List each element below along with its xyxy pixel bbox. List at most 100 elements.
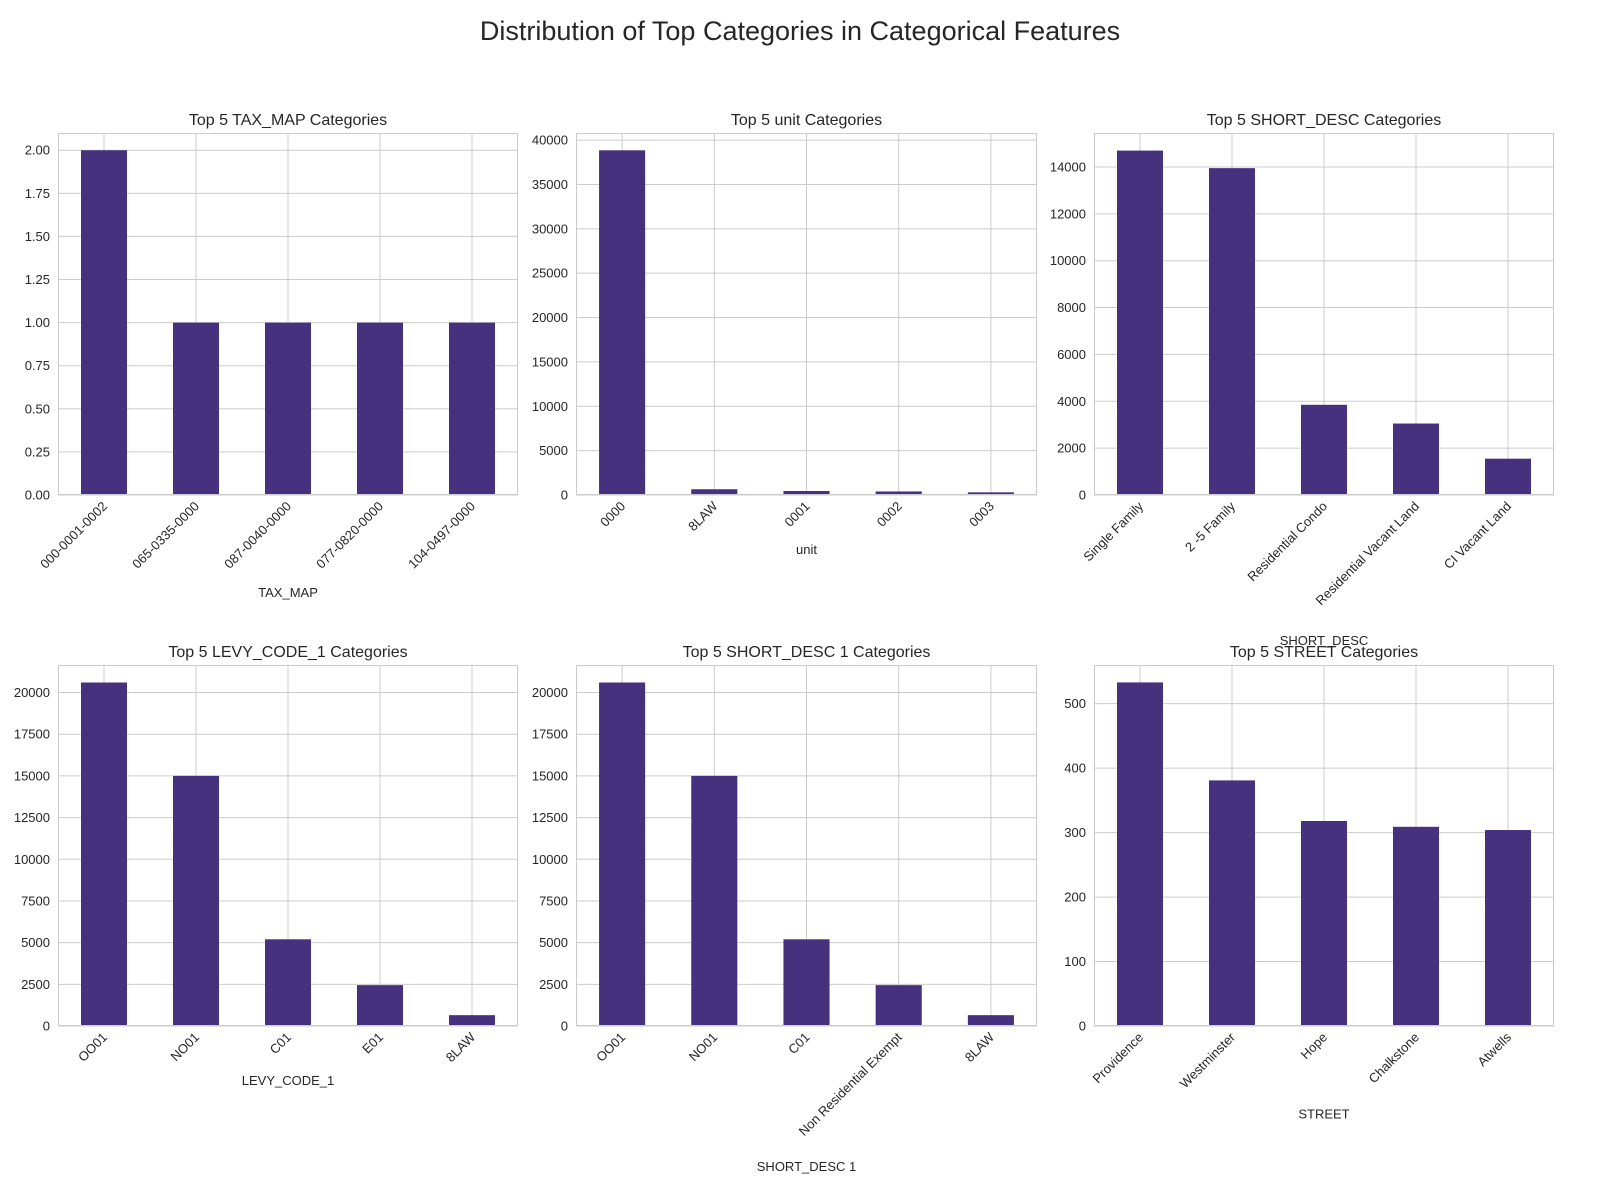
x-tick-label: NO01 xyxy=(686,1030,721,1065)
x-tick-label: E01 xyxy=(359,1030,386,1057)
x-tick-label: OO01 xyxy=(593,1030,628,1065)
y-tick-label: 35000 xyxy=(532,177,568,192)
bar-000-0001-0002 xyxy=(81,150,127,495)
y-tick-label: 10000 xyxy=(532,852,568,867)
y-tick-label: 0 xyxy=(561,1019,568,1034)
street-chart-title: Top 5 STREET Categories xyxy=(1230,644,1418,661)
y-tick-label: 100 xyxy=(1064,954,1086,969)
y-tick-label: 0.00 xyxy=(25,488,50,503)
bar-oo01 xyxy=(599,682,646,1026)
bar-providence xyxy=(1117,682,1163,1026)
y-tick-label: 20000 xyxy=(532,685,568,700)
y-tick-label: 10000 xyxy=(14,852,50,867)
x-tick-label: Hope xyxy=(1298,1030,1331,1063)
y-tick-label: 0 xyxy=(561,488,568,503)
y-tick-label: 15000 xyxy=(14,768,50,783)
y-tick-label: 2500 xyxy=(21,977,50,992)
x-tick-label: 8LAW xyxy=(685,498,721,534)
bar-westminster xyxy=(1209,780,1255,1026)
short-desc-1-axis-label: SHORT_DESC 1 xyxy=(757,1159,856,1174)
x-tick-label: 0003 xyxy=(966,499,997,530)
chart-svg: 0.00 0.25 0.50 0.75 1.00 1.25 1.50 1.75 2.00 000-… xyxy=(25,112,518,600)
y-tick-label: 12500 xyxy=(14,810,50,825)
chart-tax-map: 0.00 0.25 0.50 0.75 1.00 1.25 1.50 1.75 2.00 000-… xyxy=(25,112,518,600)
bar-single-family xyxy=(1117,150,1163,495)
y-tick-label: 2.00 xyxy=(25,143,50,158)
y-tick-label: 1.25 xyxy=(25,272,50,287)
short-desc-chart-title: Top 5 SHORT_DESC Categories xyxy=(1207,112,1441,129)
x-tick-label: CI Vacant Land xyxy=(1441,499,1514,572)
y-tick-label: 0 xyxy=(1079,488,1086,503)
x-tick-label: Providence xyxy=(1090,1030,1147,1087)
chart-svg: 0 100 200 300 400 500 Providence Westminster Hop… xyxy=(1064,644,1554,1122)
y-tick-label: 20000 xyxy=(532,310,568,325)
y-tick-label: 15000 xyxy=(532,768,568,783)
y-tick-label: 17500 xyxy=(532,727,568,742)
x-tick-label: Chalkstone xyxy=(1366,1030,1423,1087)
y-tick-label: 5000 xyxy=(539,443,568,458)
bar-no01 xyxy=(691,775,738,1026)
bar-c01 xyxy=(265,939,311,1026)
x-tick-label: 0001 xyxy=(782,499,813,530)
bar-no01 xyxy=(173,775,219,1026)
bar-oo01 xyxy=(81,682,127,1026)
y-tick-label: 0 xyxy=(43,1019,50,1034)
y-tick-label: 30000 xyxy=(532,221,568,236)
plot-frame xyxy=(1094,665,1554,1026)
x-tick-label: OO01 xyxy=(75,1030,110,1065)
x-tick-label: Atwells xyxy=(1474,1029,1514,1069)
y-tick-label: 12500 xyxy=(532,810,568,825)
tax-map-axis-label: TAX_MAP xyxy=(258,585,318,600)
plot-frame xyxy=(576,665,1037,1026)
bar-c01 xyxy=(783,939,830,1026)
y-tick-label: 1.00 xyxy=(25,315,50,330)
y-tick-label: 300 xyxy=(1064,825,1086,840)
bar-0002 xyxy=(875,491,922,495)
unit-axis-label: unit xyxy=(796,542,817,557)
y-tick-label: 0.50 xyxy=(25,401,50,416)
bar-0001 xyxy=(783,491,830,495)
bar-chalkstone xyxy=(1393,826,1439,1026)
y-tick-label: 14000 xyxy=(1050,159,1086,174)
bar-residential-vacant-land xyxy=(1393,423,1439,495)
plot-frame xyxy=(58,665,518,1026)
x-tick-label: Residential Vacant Land xyxy=(1313,499,1423,609)
y-tick-label: 400 xyxy=(1064,761,1086,776)
unit-chart-title: Top 5 unit Categories xyxy=(731,112,882,129)
chart-unit: 0 5000 10000 15000 20000 25000 30000 35000 40000… xyxy=(532,112,1037,557)
y-tick-label: 25000 xyxy=(532,266,568,281)
bar-2-5-family xyxy=(1209,168,1255,495)
y-tick-label: 40000 xyxy=(532,133,568,148)
x-tick-label: Westminster xyxy=(1177,1029,1239,1091)
x-tick-label: 077-0820-0000 xyxy=(313,499,386,572)
x-tick-label: 065-0335-0000 xyxy=(129,499,202,572)
plot-frame xyxy=(576,133,1037,495)
x-tick-label: 8LAW xyxy=(443,1029,479,1065)
chart-svg: 0 5000 10000 15000 20000 25000 30000 35000 40000… xyxy=(532,112,1037,557)
chart-street: 0 100 200 300 400 500 Providence Westminster Hop… xyxy=(1064,644,1554,1122)
y-tick-label: 0.75 xyxy=(25,358,50,373)
x-tick-label: NO01 xyxy=(167,1030,202,1065)
x-tick-label: Residential Condo xyxy=(1244,499,1330,585)
x-tick-label: C01 xyxy=(267,1030,294,1057)
plot-frame xyxy=(1094,133,1554,495)
y-tick-label: 5000 xyxy=(539,935,568,950)
x-tick-label: 0002 xyxy=(874,499,905,530)
x-tick-label: C01 xyxy=(785,1030,812,1057)
bar-077-0820-0000 xyxy=(357,322,403,495)
chart-svg: 0 2500 5000 7500 10000 12500 15000 17500 20000 OO… xyxy=(532,644,1037,1174)
y-tick-label: 15000 xyxy=(532,354,568,369)
plot-frame xyxy=(58,133,518,495)
y-tick-label: 0.25 xyxy=(25,444,50,459)
y-tick-label: 6000 xyxy=(1057,347,1086,362)
bar-8law xyxy=(967,1015,1014,1026)
bar-e01 xyxy=(357,985,403,1026)
chart-short-desc: 0 2000 4000 6000 8000 10000 12000 14000 Single F… xyxy=(1050,112,1554,648)
y-tick-label: 200 xyxy=(1064,890,1086,905)
bar-087-0040-0000 xyxy=(265,322,311,495)
bar-0003 xyxy=(967,492,1014,495)
chart-short-desc-1: 0 2500 5000 7500 10000 12500 15000 17500 20000 OO… xyxy=(532,644,1037,1174)
chart-svg: 0 2000 4000 6000 8000 10000 12000 14000 Single F… xyxy=(1050,112,1554,648)
y-tick-label: 17500 xyxy=(14,727,50,742)
x-tick-label: 000-0001-0002 xyxy=(37,499,110,572)
